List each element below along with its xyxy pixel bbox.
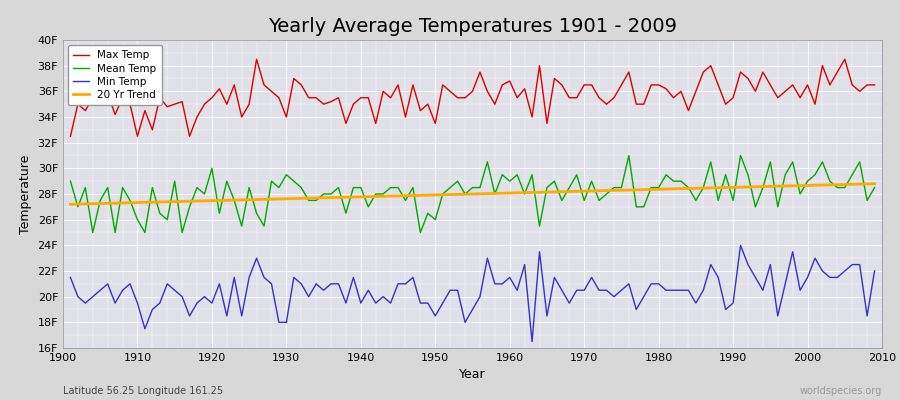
Min Temp — [504, 275, 515, 280]
Max Temp — [504, 79, 515, 84]
Min Temp — [124, 282, 135, 286]
Line: Min Temp: Min Temp — [70, 245, 875, 342]
Max Temp — [340, 121, 351, 126]
Mean Temp — [340, 211, 351, 216]
Min Temp — [65, 275, 76, 280]
Max Temp — [251, 57, 262, 62]
Line: Mean Temp: Mean Temp — [70, 156, 875, 232]
Text: Latitude 56.25 Longitude 161.25: Latitude 56.25 Longitude 161.25 — [63, 386, 223, 396]
Text: worldspecies.org: worldspecies.org — [800, 386, 882, 396]
X-axis label: Year: Year — [459, 368, 486, 382]
Mean Temp — [869, 185, 880, 190]
Mean Temp — [65, 179, 76, 184]
Max Temp — [65, 134, 76, 139]
Mean Temp — [87, 230, 98, 235]
Line: Max Temp: Max Temp — [70, 59, 875, 136]
Mean Temp — [512, 172, 523, 177]
Mean Temp — [504, 179, 515, 184]
Min Temp — [735, 243, 746, 248]
Title: Yearly Average Temperatures 1901 - 2009: Yearly Average Temperatures 1901 - 2009 — [268, 17, 677, 36]
Max Temp — [512, 95, 523, 100]
Mean Temp — [132, 217, 143, 222]
Y-axis label: Temperature: Temperature — [19, 154, 32, 234]
Mean Temp — [601, 192, 612, 196]
Max Temp — [124, 102, 135, 106]
Min Temp — [526, 339, 537, 344]
Max Temp — [601, 102, 612, 106]
Max Temp — [296, 82, 307, 87]
Min Temp — [497, 282, 508, 286]
Max Temp — [869, 82, 880, 87]
Min Temp — [288, 275, 299, 280]
Min Temp — [333, 282, 344, 286]
Mean Temp — [296, 185, 307, 190]
Min Temp — [869, 269, 880, 274]
Min Temp — [601, 288, 612, 293]
Legend: Max Temp, Mean Temp, Min Temp, 20 Yr Trend: Max Temp, Mean Temp, Min Temp, 20 Yr Tre… — [68, 45, 162, 105]
Mean Temp — [624, 153, 634, 158]
